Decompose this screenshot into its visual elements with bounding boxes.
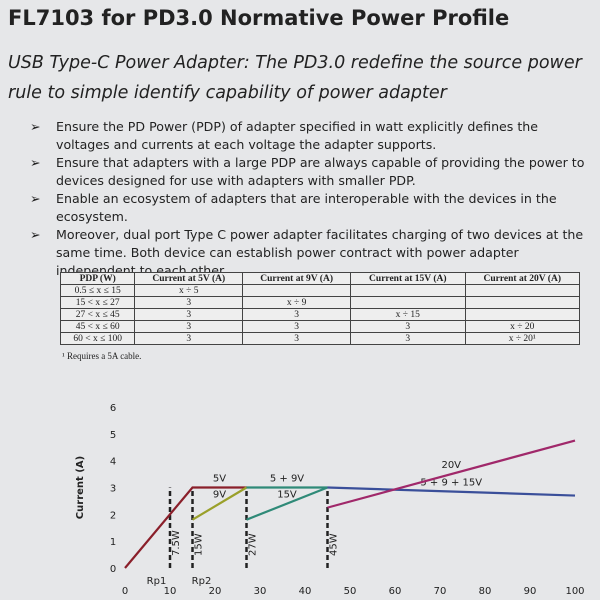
cell: 3 — [134, 332, 244, 345]
cell: 45 < x ≤ 60 — [59, 320, 136, 333]
y-tick-label: 1 — [110, 537, 116, 548]
row: 27 < x ≤ 45 3 3 x ÷ 15 — [59, 308, 581, 321]
x-tick-label: 50 — [344, 586, 357, 597]
cell: 27 < x ≤ 45 — [59, 308, 136, 321]
cell — [242, 284, 352, 297]
header-cell: Current at 15V (A) — [350, 272, 466, 285]
marker-label: 7.5W — [171, 530, 182, 556]
y-tick-label: 0 — [110, 564, 116, 575]
x-tick-label: 80 — [479, 586, 492, 597]
cell — [464, 296, 581, 309]
series-label: 5V — [213, 474, 226, 485]
x-tick-label: 60 — [389, 586, 402, 597]
series-line — [327, 439, 576, 509]
x-tick-label: 0 — [122, 586, 128, 597]
header-cell: Current at 20V (A) — [464, 272, 581, 285]
cell: 0.5 ≤ x ≤ 15 — [59, 284, 136, 297]
y-tick-label: 4 — [110, 457, 116, 468]
cell — [464, 308, 581, 321]
bullet-list: Ensure the PD Power (PDP) of adapter spe… — [30, 118, 590, 280]
x-tick-label: 40 — [299, 586, 312, 597]
series-line — [124, 486, 247, 569]
x-tick-label: 10 — [164, 586, 177, 597]
subtitle: USB Type-C Power Adapter: The PD3.0 rede… — [8, 53, 582, 103]
bullet: Enable an ecosystem of adapters that are… — [30, 190, 590, 226]
y-tick-label: 2 — [110, 510, 116, 521]
title: FL7103 for PD3.0 Normative Power Profile — [8, 6, 510, 30]
bullet: Ensure that adapters with a large PDP ar… — [30, 154, 590, 190]
series-label: 15V — [277, 490, 297, 501]
series-line — [191, 486, 248, 521]
table: PDP (W) Current at 5V (A) Current at 9V (A… — [59, 272, 581, 345]
cell: 3 — [242, 332, 352, 345]
x-tick-label: 90 — [524, 586, 537, 597]
row: 15 < x ≤ 27 3 x ÷ 9 — [59, 296, 581, 309]
series-label: 5 + 9 + 15V — [420, 478, 482, 489]
cell: 3 — [242, 320, 352, 333]
row: 0.5 ≤ x ≤ 15 x ÷ 5 — [59, 284, 581, 297]
header-row: PDP (W) Current at 5V (A) Current at 9V (A… — [59, 272, 581, 285]
cell: x ÷ 9 — [242, 296, 352, 309]
series-line — [327, 486, 576, 497]
x-tick-label: 100 — [565, 586, 584, 597]
cell: 3 — [350, 332, 466, 345]
series-line — [246, 486, 328, 521]
marker-label: 27W — [248, 533, 259, 556]
row: 60 < x ≤ 100 3 3 3 x ÷ 20¹ — [59, 332, 581, 345]
header-cell: Current at 9V (A) — [242, 272, 352, 285]
cell: 15 < x ≤ 27 — [59, 296, 136, 309]
cell: 3 — [134, 308, 244, 321]
cell: x ÷ 20 — [464, 320, 581, 333]
annotation: Rp2 — [192, 576, 212, 587]
cell — [464, 284, 581, 297]
cell: 3 — [134, 296, 244, 309]
x-tick-label: 20 — [209, 586, 222, 597]
cell — [350, 296, 466, 309]
footnote: ¹ Requires a 5A cable. — [62, 351, 142, 361]
cell: 60 < x ≤ 100 — [59, 332, 136, 345]
cell: 3 — [242, 308, 352, 321]
row: 45 < x ≤ 60 3 3 3 x ÷ 20 — [59, 320, 581, 333]
header-cell: PDP (W) — [59, 272, 136, 285]
y-tick-label: 5 — [110, 430, 116, 441]
marker-label: 15W — [194, 533, 205, 556]
marker-label: 45W — [329, 533, 340, 556]
y-axis-label: Current (A) — [75, 456, 86, 519]
cell: x ÷ 5 — [134, 284, 244, 297]
y-tick-label: 3 — [110, 484, 116, 495]
cell: 3 — [350, 320, 466, 333]
series-label: 20V — [441, 460, 461, 471]
series-label: 5 + 9V — [270, 474, 304, 485]
x-tick-label: 30 — [254, 586, 267, 597]
header-cell: Current at 5V (A) — [134, 272, 244, 285]
cell: x ÷ 15 — [350, 308, 466, 321]
bullet: Ensure the PD Power (PDP) of adapter spe… — [30, 118, 590, 154]
cell: 3 — [134, 320, 244, 333]
series-label: 9V — [213, 490, 226, 501]
cell — [350, 284, 466, 297]
cell: x ÷ 20¹ — [464, 332, 581, 345]
x-tick-label: 70 — [434, 586, 447, 597]
y-tick-label: 6 — [110, 403, 116, 414]
annotation: Rp1 — [147, 576, 167, 587]
